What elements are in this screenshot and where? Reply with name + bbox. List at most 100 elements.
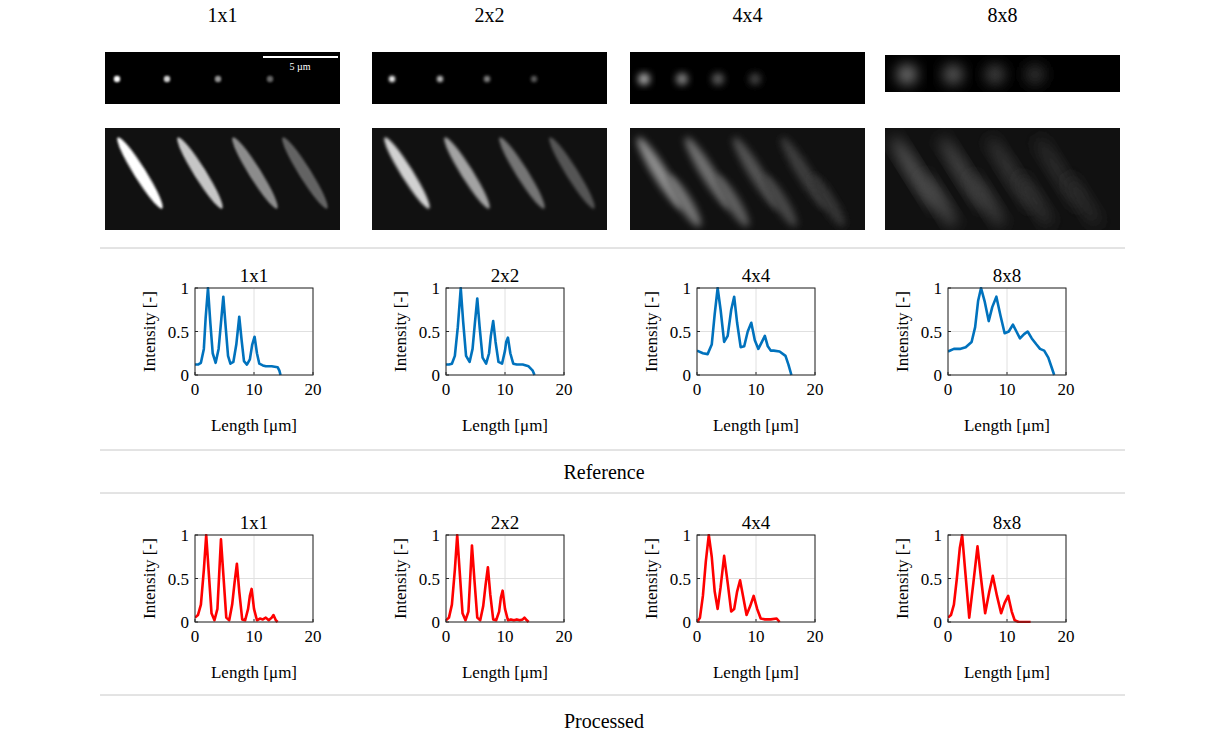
spots [638, 73, 761, 85]
y-axis-title: Intensity [-] [642, 291, 661, 372]
plot-area [195, 535, 313, 622]
y-axis-title: Intensity [-] [140, 538, 159, 619]
x-axis-title: Length [μm] [211, 663, 297, 682]
tick-label: 10 [246, 627, 263, 646]
spot [215, 76, 221, 82]
tick-label: 10 [497, 627, 514, 646]
data-line [195, 535, 278, 622]
chart-title: 4x4 [742, 265, 771, 286]
spot [985, 65, 1005, 85]
chart: 0102000.514x4Length [μm]Intensity [-] [642, 265, 824, 435]
data-line [195, 288, 281, 375]
streaks [113, 134, 333, 212]
streak [806, 172, 850, 230]
x-axis-title: Length [μm] [462, 663, 548, 682]
tick-label: 0 [181, 366, 190, 385]
x-axis-title: Length [μm] [462, 416, 548, 435]
plot-area [697, 288, 815, 375]
x-axis-title: Length [μm] [964, 663, 1050, 682]
chart-title: 1x1 [240, 265, 269, 286]
chart: 0102000.514x4Length [μm]Intensity [-] [642, 512, 824, 682]
figure: 1x15 µm2x24x48x8ReferenceProcessed010200… [0, 0, 1209, 742]
separator [100, 493, 1125, 494]
streak [228, 134, 283, 212]
streaks [887, 134, 1105, 230]
spots [389, 76, 537, 82]
tick-label: 10 [246, 380, 263, 399]
data-group [195, 288, 281, 375]
axes-frame [446, 535, 564, 622]
plot-area [195, 288, 313, 375]
spot [114, 76, 120, 82]
tick-label: 10 [999, 627, 1016, 646]
tick-label: 20 [1058, 380, 1075, 399]
axes-frame [195, 535, 313, 622]
data-group [446, 288, 535, 375]
spot [676, 73, 688, 85]
spots [114, 76, 273, 82]
tick-label: 20 [1058, 627, 1075, 646]
tick-label: 0.5 [419, 323, 440, 342]
chart-title: 2x2 [491, 512, 520, 533]
streak [1061, 172, 1105, 230]
chart: 0102000.512x2Length [μm]Intensity [-] [391, 265, 573, 435]
spot [897, 65, 917, 85]
streak [545, 134, 600, 212]
separator [100, 450, 1125, 451]
tick-label: 10 [497, 380, 514, 399]
separator [100, 248, 1125, 249]
tick-label: 0.5 [419, 570, 440, 589]
tick-label: 1 [181, 526, 190, 545]
streak [917, 172, 961, 230]
axes-frame [697, 288, 815, 375]
plot-area [948, 535, 1066, 622]
scale-bar-label: 5 µm [289, 61, 310, 72]
y-axis-title: Intensity [-] [893, 538, 912, 619]
data-group [948, 535, 1031, 622]
streak [965, 172, 1009, 230]
x-axis-title: Length [μm] [713, 663, 799, 682]
chart-title: 2x2 [491, 265, 520, 286]
tick-label: 1 [432, 279, 441, 298]
streak [662, 172, 706, 230]
streak [173, 134, 228, 212]
tick-label: 20 [807, 627, 824, 646]
data-group [948, 288, 1054, 375]
tick-label: 0 [683, 366, 692, 385]
tick-label: 0 [442, 380, 451, 399]
grid-line [195, 331, 313, 332]
chart-title: 8x8 [993, 512, 1022, 533]
tick-label: 0 [934, 613, 943, 632]
data-line [446, 535, 529, 622]
image-title: 4x4 [733, 4, 763, 26]
tick-label: 20 [305, 380, 322, 399]
axes-frame [948, 535, 1066, 622]
chart: 0 10 20 0 0.5 1 8x8 Length [μm] Intensity [-] [893, 512, 1075, 682]
image-background [885, 128, 1120, 230]
tick-label: 0 [944, 627, 953, 646]
streaks [632, 134, 850, 230]
tick-label: 0 [944, 380, 953, 399]
spot [389, 76, 395, 82]
data-line [948, 535, 1031, 622]
chart: 0102000.511x1Length [μm]Intensity [-] [140, 512, 322, 682]
image-background [105, 128, 340, 230]
grid-line [195, 578, 313, 579]
spot [531, 76, 537, 82]
spot [712, 73, 724, 85]
streak [380, 134, 435, 212]
tick-label: 1 [181, 279, 190, 298]
streak [758, 172, 802, 230]
tick-label: 1 [934, 526, 943, 545]
tick-label: 0 [432, 613, 441, 632]
data-line [948, 288, 1054, 375]
image-title: 8x8 [988, 4, 1018, 26]
axes-frame [948, 288, 1066, 375]
tick-label: 1 [934, 279, 943, 298]
tick-label: 0.5 [921, 570, 942, 589]
chart: 0102000.511x1Length [μm]Intensity [-] [140, 265, 322, 435]
image-title: 1x1 [208, 4, 238, 26]
tick-label: 0 [683, 613, 692, 632]
data-group [697, 288, 791, 375]
tick-label: 0.5 [670, 570, 691, 589]
